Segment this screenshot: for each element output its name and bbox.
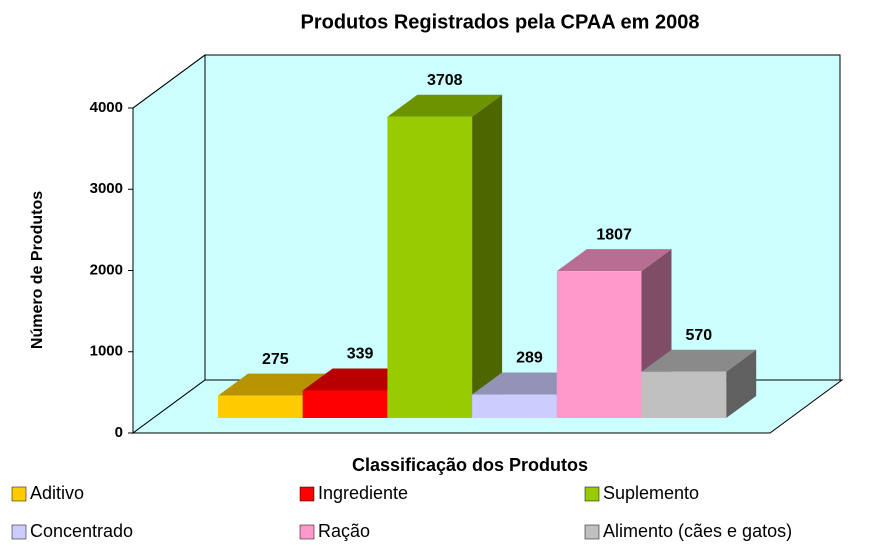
bar [472, 394, 557, 418]
bar-side [726, 349, 757, 418]
legend-swatch [11, 524, 27, 540]
y-tick-label: 1000 [90, 343, 123, 360]
value-label: 289 [516, 350, 543, 367]
value-label: 339 [347, 346, 374, 363]
legend-label: Alimento (cães e gatos) [603, 521, 792, 541]
back-wall [204, 54, 841, 381]
legend-label: Ração [318, 521, 370, 541]
y-tick-label: 2000 [90, 261, 123, 278]
legend-swatch [584, 486, 600, 502]
bar [387, 116, 473, 418]
bar-top [387, 94, 503, 117]
bar [218, 395, 303, 418]
legend-swatch [11, 486, 27, 502]
legend-swatch [299, 524, 315, 540]
y-tick-label: 3000 [90, 180, 123, 197]
y-axis-label: Número de Produtos [29, 191, 46, 349]
y-tick-label: 0 [115, 424, 123, 441]
legend-swatch [584, 524, 600, 540]
y-axis-top [132, 54, 206, 109]
x-axis-label: Classificação dos Produtos [352, 455, 588, 475]
legend-label: Suplemento [603, 483, 699, 503]
bar [302, 390, 388, 418]
chart-title: Produtos Registrados pela CPAA em 2008 [300, 11, 699, 33]
bar-top [556, 249, 672, 272]
side-wall [132, 54, 206, 434]
bar [556, 271, 642, 418]
legend-label: Concentrado [30, 521, 133, 541]
y-tick-label: 4000 [90, 99, 123, 116]
bar [641, 371, 727, 418]
legend-label: Ingrediente [318, 483, 408, 503]
legend-label: Aditivo [30, 483, 84, 503]
value-label: 275 [262, 351, 289, 368]
value-label: 570 [685, 327, 712, 344]
value-label: 3708 [427, 72, 463, 89]
value-label: 1807 [596, 226, 632, 243]
bar-top [641, 349, 757, 372]
legend-swatch [299, 486, 315, 502]
bar-side [472, 94, 503, 418]
